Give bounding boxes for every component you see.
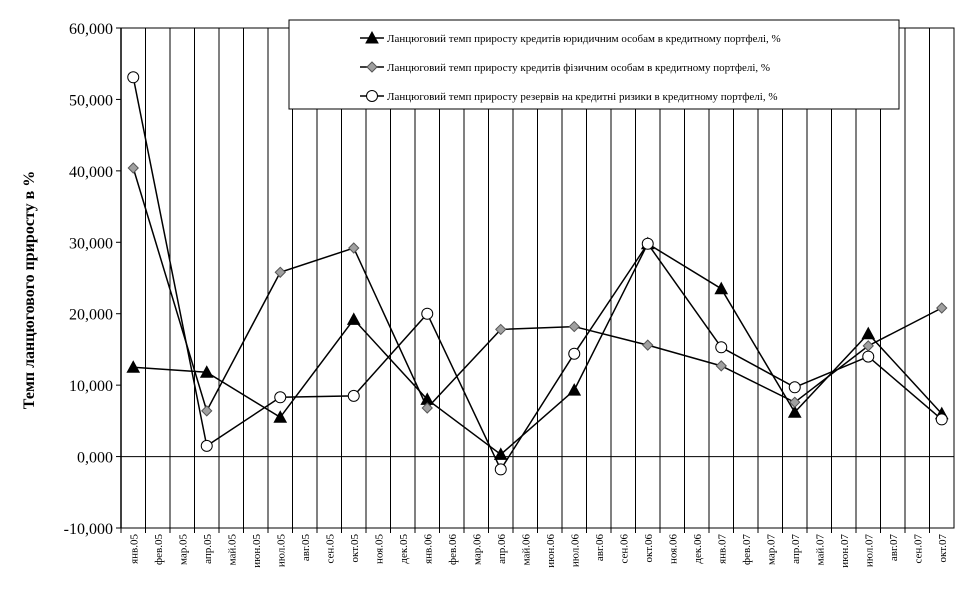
x-tick-label: июл.05 [275, 534, 287, 568]
x-tick-label: апр.06 [496, 534, 508, 564]
x-tick-label: май.07 [814, 534, 826, 566]
diamond-marker [495, 323, 507, 336]
legend-entry: Ланцюговий темп приросту кредитів фізичн… [387, 62, 770, 74]
x-tick-label: авг.05 [300, 534, 312, 562]
diamond-marker [936, 302, 948, 314]
legend-entry: Ланцюговий темп приросту кредитів юридич… [387, 33, 781, 45]
y-tick-label: 40,000 [69, 164, 113, 181]
circle-marker [862, 350, 875, 363]
diamond-marker [201, 405, 213, 417]
y-tick-label: 20,000 [69, 307, 113, 324]
circle-marker [494, 463, 507, 476]
x-tick-label: окт.05 [349, 534, 361, 563]
x-tick-label: фев.06 [447, 534, 459, 565]
x-tick-label: сен.07 [912, 534, 924, 564]
x-tick-label: май.06 [520, 534, 532, 566]
diamond-marker [421, 402, 433, 414]
circle-marker [715, 341, 728, 354]
y-tick-label: 50,000 [69, 92, 113, 109]
x-tick-label: апр.07 [790, 534, 802, 564]
triangle-marker [365, 30, 379, 44]
x-tick-label: ноя.05 [373, 534, 385, 564]
diamond-marker [642, 339, 654, 351]
x-tick-label: июл.07 [863, 534, 875, 568]
series-diamond [127, 162, 948, 417]
triangle-marker [567, 383, 582, 396]
x-tick-label: май.05 [226, 534, 238, 566]
x-tick-label: окт.06 [643, 534, 655, 563]
x-tick-label: дек.05 [398, 534, 410, 564]
series-line [132, 77, 943, 471]
x-tick-label: авг.06 [594, 534, 606, 562]
circle-marker [935, 413, 948, 426]
x-tick-label: июл.06 [569, 534, 581, 568]
x-tick-label: мар.07 [765, 534, 777, 566]
circle-marker [127, 71, 140, 84]
triangle-marker [273, 410, 288, 423]
circle-marker [366, 90, 378, 102]
x-tick-label: дек.06 [692, 534, 704, 564]
triangle-marker [199, 365, 214, 378]
x-tick-label: янв.05 [128, 534, 140, 564]
x-tick-label: сен.06 [618, 534, 630, 564]
circle-marker [788, 381, 801, 394]
triangle-marker [787, 405, 802, 418]
triangle-marker [861, 326, 876, 340]
series-line [133, 242, 943, 456]
x-tick-label: сен.05 [324, 534, 336, 564]
legend: Ланцюговий темп приросту кредитів юридич… [288, 19, 900, 110]
x-tick-label: апр.05 [202, 534, 214, 564]
y-tick-label: 60,000 [69, 21, 113, 38]
legend-entry: Ланцюговий темп приросту резервів на кре… [387, 91, 778, 103]
x-tick-label: ноя.06 [667, 534, 679, 564]
x-tick-label: июн.06 [545, 534, 557, 568]
y-tick-label: 30,000 [69, 235, 113, 252]
diamond-marker [789, 396, 801, 408]
circle-marker [641, 237, 654, 250]
triangle-marker [126, 360, 141, 373]
circle-marker [200, 439, 213, 452]
x-tick-label: мар.06 [471, 534, 483, 566]
x-tick-label: июн.05 [251, 534, 263, 568]
triangle-marker [346, 312, 361, 325]
diamond-marker [274, 266, 286, 278]
y-tick-label: -10,000 [64, 521, 113, 538]
legend-box [288, 19, 900, 110]
x-tick-label: июн.07 [839, 534, 851, 568]
y-tick-label: 10,000 [69, 378, 113, 395]
diamond-marker [348, 242, 360, 254]
y-axis-label: Темп ланцюгового приросту в % [21, 171, 38, 409]
diamond-marker [715, 360, 727, 372]
circle-marker [421, 307, 434, 320]
x-tick-label: янв.07 [716, 534, 728, 564]
x-tick-label: окт.07 [937, 534, 949, 563]
x-tick-label: янв.06 [422, 534, 434, 564]
x-tick-label: фев.05 [153, 534, 165, 565]
series-triangle [126, 236, 949, 460]
circle-marker [347, 389, 360, 402]
x-tick-label: мар.05 [177, 534, 189, 566]
series-circle [127, 71, 948, 476]
x-tick-label: авг.07 [888, 534, 900, 562]
circle-marker [274, 391, 287, 404]
series-line [132, 167, 943, 413]
diamond-marker [366, 61, 378, 73]
triangle-marker [714, 281, 729, 295]
diamond-marker [568, 320, 580, 333]
y-tick-label: 0,000 [77, 450, 113, 467]
triangle-marker [493, 447, 508, 460]
x-tick-label: фев.07 [741, 534, 753, 565]
diamond-marker [127, 162, 139, 174]
circle-marker [568, 347, 581, 360]
